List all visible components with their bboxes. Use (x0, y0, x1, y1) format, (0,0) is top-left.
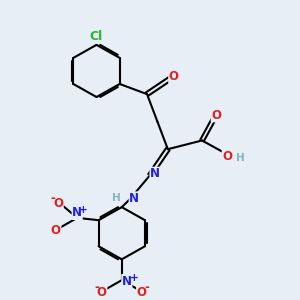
Text: N: N (150, 167, 160, 180)
Text: Cl: Cl (90, 30, 103, 43)
Text: +: + (130, 273, 139, 283)
Text: O: O (97, 286, 107, 299)
Text: O: O (211, 109, 221, 122)
Text: H: H (112, 193, 121, 202)
Text: N: N (72, 206, 82, 219)
Text: -: - (50, 192, 55, 205)
Text: N: N (122, 274, 132, 287)
Text: N: N (129, 192, 139, 205)
Text: O: O (137, 286, 147, 299)
Text: -: - (144, 280, 149, 294)
Text: O: O (222, 150, 232, 163)
Text: O: O (169, 70, 179, 83)
Text: O: O (51, 224, 61, 237)
Text: H: H (236, 153, 244, 163)
Text: O: O (53, 197, 63, 210)
Text: -: - (95, 280, 100, 294)
Text: +: + (80, 205, 88, 215)
